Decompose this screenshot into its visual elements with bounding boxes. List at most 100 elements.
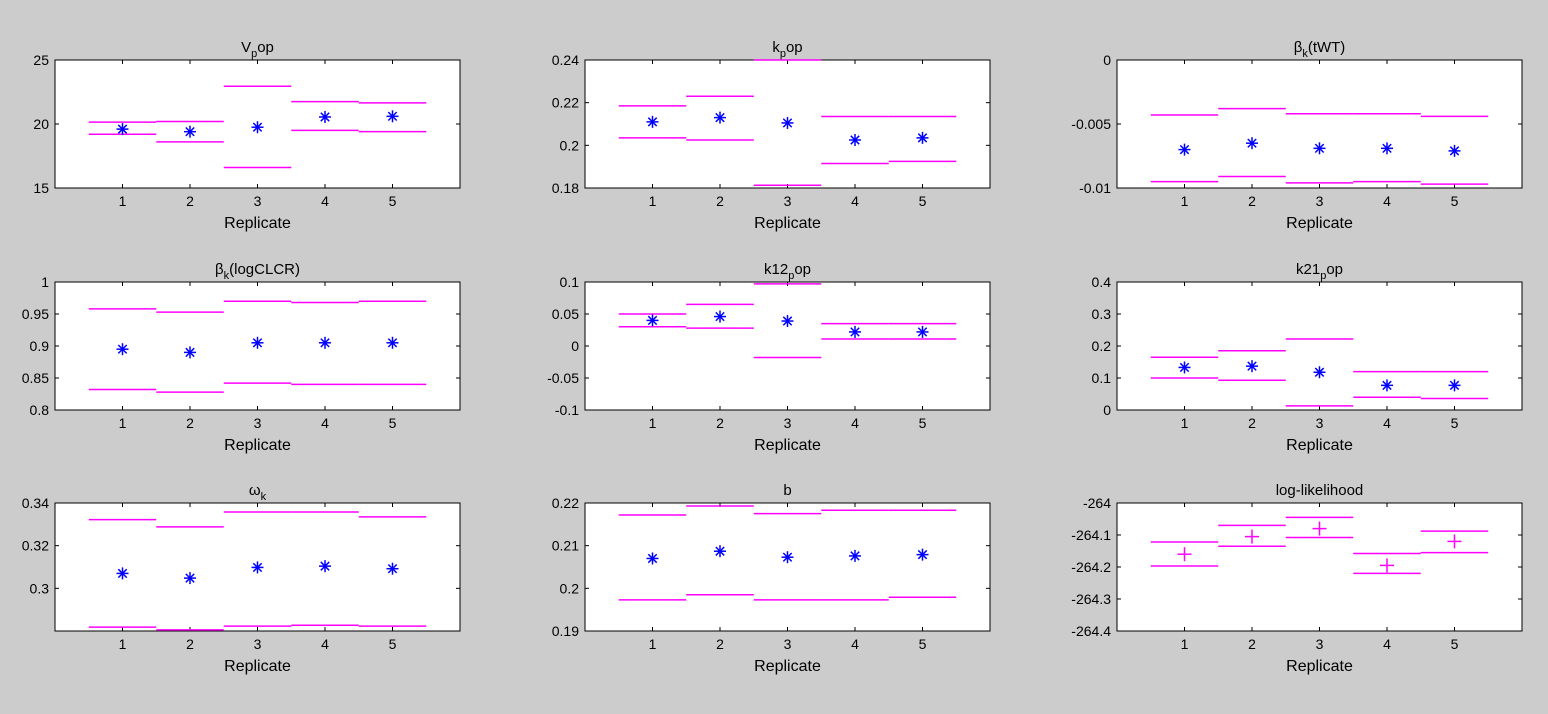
y-tick-label: 0.4 (1092, 274, 1112, 290)
marker-stroke (185, 573, 195, 583)
x-axis-label: Replicate (754, 437, 821, 454)
subplot-8: b 0.19 0.2 0.21 0.22 1 2 3 4 5 Replicate (552, 482, 991, 675)
subplot-title: k12pop (764, 261, 811, 282)
estimate-marker (781, 315, 794, 328)
x-tick-label: 1 (649, 636, 657, 652)
x-tick-label: 4 (851, 193, 859, 209)
estimate-marker (1177, 547, 1192, 562)
marker-stroke (715, 546, 725, 556)
x-tick-label: 2 (1248, 415, 1256, 431)
y-tick-label: 0.85 (22, 370, 49, 386)
estimate-marker (184, 125, 196, 138)
estimate-marker (1246, 137, 1258, 150)
x-tick-label: 4 (321, 636, 329, 652)
y-tick-label: 0.95 (22, 306, 49, 322)
y-tick-label: 0.18 (552, 180, 579, 196)
y-tick-label: 0.22 (552, 95, 579, 111)
y-tick-label: 0.1 (1092, 370, 1112, 386)
x-tick-label: 2 (186, 415, 194, 431)
title-main: k21 (1296, 261, 1320, 278)
y-tick-label: -0.05 (547, 370, 579, 386)
y-tick-label: 20 (33, 116, 49, 132)
estimate-marker (1381, 379, 1393, 392)
estimate-marker (849, 325, 861, 338)
marker-stroke (850, 135, 860, 145)
subplot-6: k21pop 0 0.1 0.2 0.3 0.4 1 2 3 4 5 Replicate (1092, 261, 1523, 454)
y-tick-label: -264 (1083, 495, 1111, 511)
estimate-marker (781, 551, 794, 564)
y-tick-label: 0.05 (552, 306, 579, 322)
marker-stroke (320, 112, 330, 122)
y-tick-label: 0.2 (560, 137, 580, 153)
title-main: ω (249, 482, 261, 499)
estimate-marker (319, 110, 331, 123)
estimate-marker (714, 545, 726, 558)
subplot-title: βk(tWT) (1294, 39, 1346, 60)
x-tick-label: 5 (1451, 193, 1459, 209)
plot-area (584, 502, 991, 632)
marker-stroke (320, 338, 330, 348)
marker-stroke (252, 338, 263, 348)
estimate-marker (251, 336, 264, 349)
x-tick-label: 3 (784, 415, 792, 431)
x-tick-label: 2 (716, 193, 724, 209)
marker-stroke (387, 338, 398, 348)
marker-stroke (252, 122, 263, 132)
title-rest: op (786, 39, 803, 56)
marker-stroke (117, 344, 128, 354)
estimate-marker (646, 314, 659, 327)
marker-stroke (782, 552, 793, 562)
x-axis-label: Replicate (1286, 437, 1353, 454)
estimate-marker (1313, 366, 1326, 379)
estimate-marker (116, 567, 129, 580)
marker-stroke (320, 561, 330, 571)
marker-stroke (117, 568, 128, 579)
title-rest: (tWT) (1308, 39, 1345, 56)
title-subscript: k (1302, 48, 1308, 60)
title-main: β (215, 261, 224, 278)
subplot-title: b (783, 482, 791, 499)
title-subscript: k (261, 491, 267, 503)
x-tick-label: 5 (389, 193, 397, 209)
marker-stroke (117, 124, 128, 134)
x-tick-label: 1 (119, 193, 127, 209)
x-tick-label: 5 (389, 415, 397, 431)
x-tick-label: 3 (254, 636, 262, 652)
estimate-marker (714, 111, 726, 124)
y-tick-label: 0.2 (560, 580, 580, 596)
x-axis-label: Replicate (224, 215, 291, 232)
estimate-marker (916, 131, 929, 144)
x-tick-label: 3 (784, 193, 792, 209)
estimate-marker (116, 123, 129, 136)
x-tick-label: 1 (1181, 415, 1189, 431)
estimate-marker (319, 336, 331, 349)
estimate-marker (781, 116, 794, 129)
x-tick-label: 3 (1316, 415, 1324, 431)
subplot-title: Vpop (241, 39, 274, 60)
y-tick-label: 0.1 (560, 274, 580, 290)
x-axis-label: Replicate (754, 215, 821, 232)
marker-stroke (917, 327, 928, 337)
estimate-marker (251, 561, 264, 574)
x-tick-label: 3 (1316, 636, 1324, 652)
subplot-3: βk(tWT) -0.01 -0.005 0 1 2 3 4 5 Replicate (1071, 39, 1523, 232)
title-subscript: p (788, 270, 794, 282)
subplot-title: βk(logCLCR) (215, 261, 300, 282)
marker-stroke (715, 311, 725, 322)
y-tick-label: 0.19 (552, 623, 579, 639)
marker-stroke (1179, 144, 1190, 155)
marker-stroke (387, 563, 398, 574)
subplot-2: kpop 0.18 0.2 0.22 0.24 1 2 3 4 5 Replicate (552, 39, 991, 232)
marker-stroke (1179, 362, 1190, 373)
x-tick-label: 3 (1316, 193, 1324, 209)
marker-stroke (850, 551, 860, 561)
estimate-marker (184, 572, 196, 585)
x-axis-label: Replicate (224, 658, 291, 675)
estimate-marker (1178, 143, 1191, 156)
marker-stroke (1247, 138, 1257, 148)
estimate-marker (849, 134, 861, 146)
title-main: log-likelihood (1276, 482, 1364, 499)
plot-area (1116, 59, 1523, 189)
marker-stroke (1314, 367, 1325, 377)
x-axis-label: Replicate (754, 658, 821, 675)
